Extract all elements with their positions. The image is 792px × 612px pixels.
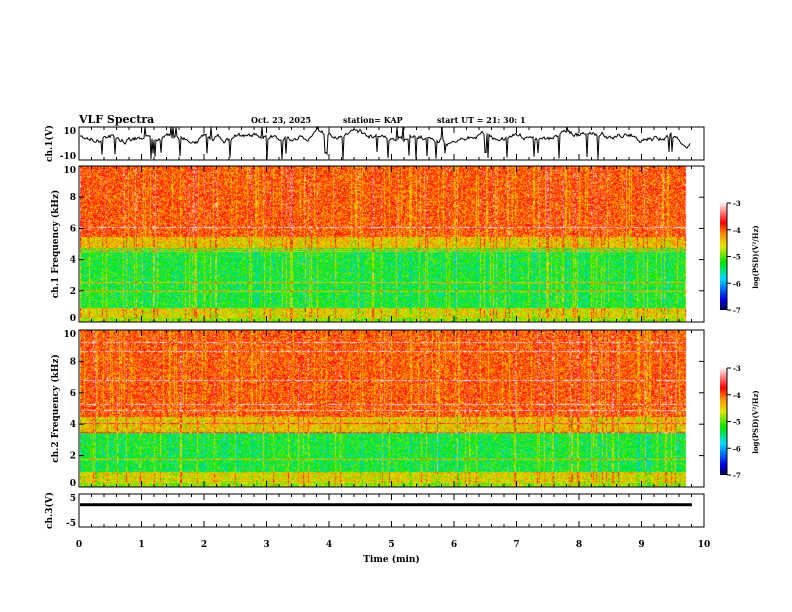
y-tick-label: -5 xyxy=(66,519,76,529)
y-tick-label: 10 xyxy=(63,166,76,176)
ch1-spectrogram xyxy=(80,166,693,322)
ch3-waveform xyxy=(80,503,692,507)
y-tick-label: 4 xyxy=(70,256,76,266)
x-tick-label: 8 xyxy=(576,540,582,550)
y-tick-label: 5 xyxy=(70,494,76,504)
colorbar-tick-label: -7 xyxy=(733,306,741,315)
x-tick-label: 10 xyxy=(698,540,711,550)
colorbar-tick-label: -7 xyxy=(733,471,741,480)
x-tick-label: 5 xyxy=(388,540,394,550)
y-tick-label: 4 xyxy=(70,420,76,430)
y-axis-label: ch.1 Frequency (kHz) xyxy=(50,190,61,299)
colorbar-tick-label: -3 xyxy=(733,364,741,373)
colorbar-label: log(PSD)(V²/Hz) xyxy=(751,225,760,289)
x-tick-label: 1 xyxy=(138,540,144,550)
x-tick-label: 0 xyxy=(76,540,82,550)
x-tick-label: 2 xyxy=(201,540,207,550)
y-tick-label: 10 xyxy=(63,330,76,340)
x-tick-label: 3 xyxy=(263,540,269,550)
ch1-colorbar xyxy=(720,203,727,310)
colorbar-tick-label: -6 xyxy=(733,444,741,453)
y-axis-label: ch.3(V) xyxy=(44,492,55,529)
y-tick-label: 8 xyxy=(70,193,76,203)
y-axis-label: ch.1(V) xyxy=(44,125,55,162)
colorbar-tick-label: -4 xyxy=(733,226,741,235)
panel-frame-2 xyxy=(78,329,705,488)
x-tick-label: 4 xyxy=(326,540,332,550)
panel-frame-1 xyxy=(78,165,705,323)
y-tick-label: 10 xyxy=(63,127,76,137)
y-tick-label: -10 xyxy=(60,152,76,162)
ch2-spectrogram xyxy=(80,330,693,487)
date-label: Oct. 23, 2025 xyxy=(251,115,312,125)
start-time-label: start UT = 21: 30: 1 xyxy=(437,115,526,125)
y-axis-label: ch.2 Frequency (kHz) xyxy=(50,354,61,463)
colorbar-label: log(PSD)(V²/Hz) xyxy=(751,390,760,454)
y-tick-label: 0 xyxy=(70,479,76,489)
y-tick-label: 6 xyxy=(70,389,76,399)
y-tick-label: 2 xyxy=(70,452,76,462)
station-label: station= KAP xyxy=(343,115,403,125)
x-axis-label: Time (min) xyxy=(363,554,420,565)
y-tick-label: 6 xyxy=(70,224,76,234)
colorbar-tick-label: -5 xyxy=(733,253,741,262)
x-tick-label: 9 xyxy=(638,540,644,550)
colorbar-tick-label: -3 xyxy=(733,199,741,208)
colorbar-tick-label: -6 xyxy=(733,279,741,288)
figure-title: VLF Spectra xyxy=(79,113,155,126)
colorbar-tick-label: -5 xyxy=(733,418,741,427)
x-tick-label: 7 xyxy=(513,540,519,550)
ch2-colorbar xyxy=(720,368,727,475)
y-tick-label: 8 xyxy=(70,357,76,367)
colorbar-tick-label: -4 xyxy=(733,391,741,400)
x-tick-label: 6 xyxy=(451,540,457,550)
y-tick-label: 0 xyxy=(70,314,76,324)
ch1-waveform xyxy=(79,125,691,160)
y-tick-label: 2 xyxy=(70,287,76,297)
